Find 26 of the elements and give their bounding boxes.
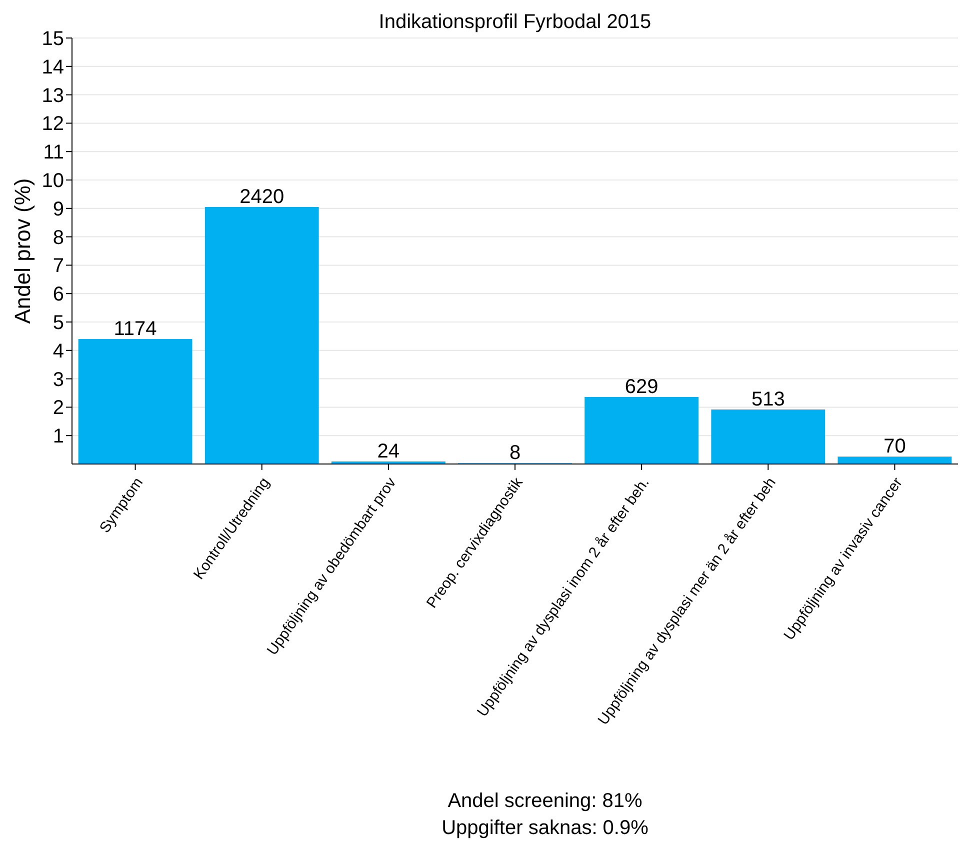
y-tick-label: 1 [52, 426, 64, 448]
y-tick-label: 13 [42, 84, 64, 107]
y-tick-label: 11 [43, 142, 64, 164]
y-tick-label: 14 [42, 56, 64, 78]
text: Andel screening: 81% [448, 790, 642, 812]
y-tick-label: 9 [52, 198, 64, 220]
annotation: 2420 [240, 186, 284, 208]
annotation: 70 [884, 436, 906, 458]
y-tick-label: 3 [52, 368, 64, 391]
y-tick-label: 10 [42, 170, 64, 192]
y-tick-label: 2 [52, 397, 64, 420]
annotation: 8 [509, 442, 521, 464]
annotation: 1174 [114, 318, 157, 340]
chart-title: Indikationsprofil Fyrbodal 2015 [378, 11, 652, 33]
y-tick-label: 6 [52, 284, 64, 306]
y-axis-title: Andel prov (%) [10, 178, 35, 324]
annotation: 24 [377, 440, 400, 462]
y-tick-label: 7 [52, 255, 64, 278]
y-tick-label: 15 [42, 28, 64, 50]
y-tick-label: 4 [52, 340, 64, 362]
annotation: 629 [624, 376, 658, 398]
annotation: 513 [751, 388, 785, 410]
y-tick-label: 5 [52, 312, 64, 334]
y-tick-label: 12 [42, 113, 64, 136]
text: Uppgifter saknas: 0.9% [442, 817, 649, 839]
y-tick-label: 8 [52, 226, 64, 249]
